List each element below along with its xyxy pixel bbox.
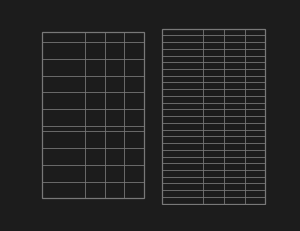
Bar <box>162 30 265 204</box>
Bar <box>42 33 145 198</box>
